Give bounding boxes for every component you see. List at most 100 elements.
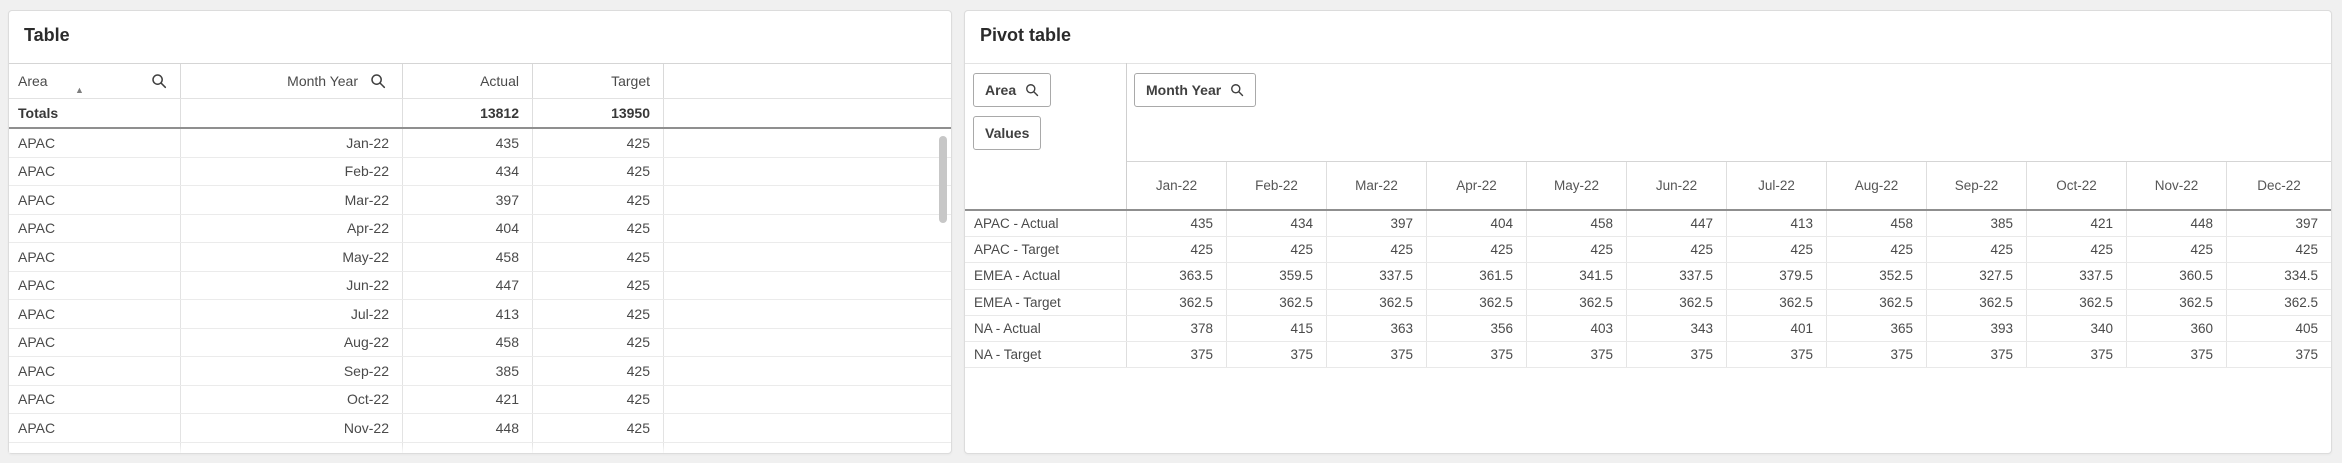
pivot-value-cell: 435 <box>1127 211 1227 237</box>
pivot-value-cell: 362.5 <box>1827 289 1927 315</box>
table-row[interactable]: APAC Apr-22 404 425 <box>9 214 951 243</box>
pivot-row-dimension-button[interactable]: Area <box>973 73 1052 107</box>
table-cell-month-year[interactable]: Nov-22 <box>181 414 403 442</box>
column-header-empty <box>664 64 951 98</box>
table-cell-month-year[interactable]: Jan-22 <box>181 129 403 157</box>
pivot-value-cell: 425 <box>1727 237 1827 263</box>
pivot-column-header[interactable]: May-22 <box>1527 162 1627 209</box>
column-header-area[interactable]: Area ▲ <box>9 64 181 98</box>
table-row[interactable]: APAC Jan-22 435 425 <box>9 129 951 158</box>
table-panel: Table Area ▲ Month Year <box>8 10 952 454</box>
table-cell-month-year[interactable]: Jun-22 <box>181 271 403 299</box>
table-cell-empty <box>664 414 951 442</box>
table-cell-month-year[interactable]: Jul-22 <box>181 300 403 328</box>
pivot-column-header[interactable]: Apr-22 <box>1427 162 1527 209</box>
pivot-value-cell: 362.5 <box>1427 289 1527 315</box>
table-cell-actual: 434 <box>403 157 533 185</box>
pivot-row: APAC - Target 425 425 425 425 425 425 425 425 425… <box>965 237 2331 264</box>
table-cell-area[interactable]: APAC <box>9 357 181 385</box>
pivot-column-header[interactable]: Feb-22 <box>1227 162 1327 209</box>
column-header-label: Actual <box>480 73 519 89</box>
table-row[interactable]: APAC Jul-22 413 425 <box>9 300 951 329</box>
table-row[interactable]: APAC May-22 458 425 <box>9 243 951 272</box>
table-cell-month-year[interactable]: Apr-22 <box>181 214 403 242</box>
pivot-axis-divider <box>1126 63 1127 209</box>
table-cell-empty <box>664 443 951 454</box>
pivot-row-label[interactable]: NA - Actual <box>965 315 1127 341</box>
table-cell-actual: 385 <box>403 357 533 385</box>
pivot-values-button[interactable]: Values <box>973 116 1042 150</box>
table-row[interactable]: APAC Feb-22 434 425 <box>9 157 951 186</box>
pivot-value-cell: 425 <box>2027 237 2127 263</box>
table-row-partial <box>9 442 951 454</box>
pivot-column-header[interactable]: Nov-22 <box>2127 162 2227 209</box>
pivot-column-dimension-button[interactable]: Month Year <box>1134 73 1257 107</box>
table-cell-empty <box>664 386 951 414</box>
table-cell-empty <box>664 215 951 243</box>
pivot-value-cell: 448 <box>2127 211 2227 237</box>
table-cell-area[interactable]: APAC <box>9 414 181 442</box>
table-row[interactable]: APAC Jun-22 447 425 <box>9 271 951 300</box>
table-row[interactable]: APAC Mar-22 397 425 <box>9 186 951 215</box>
column-header-target[interactable]: Target <box>533 64 664 98</box>
pivot-body: APAC - Actual 435 434 397 404 458 447 413 458 385… <box>965 211 2331 369</box>
pivot-value-cell: 403 <box>1527 315 1627 341</box>
table-cell-area[interactable]: APAC <box>9 385 181 413</box>
pivot-value-cell: 379.5 <box>1727 263 1827 289</box>
pivot-value-cell: 415 <box>1227 315 1327 341</box>
table-cell-month-year[interactable]: Sep-22 <box>181 357 403 385</box>
pivot-value-cell: 425 <box>2295 242 2318 258</box>
totals-actual: 13812 <box>403 99 533 127</box>
table-cell-empty <box>664 329 951 357</box>
table-cell-month-year[interactable]: May-22 <box>181 243 403 271</box>
pivot-column-header[interactable]: Jan-22 <box>1127 162 1227 209</box>
pivot-column-header[interactable]: Jul-22 <box>1727 162 1827 209</box>
pivot-row-label[interactable]: APAC - Target <box>965 237 1127 263</box>
table-cell-area[interactable]: APAC <box>9 300 181 328</box>
table-cell-area[interactable]: APAC <box>9 186 181 214</box>
table-cell-month-year[interactable]: Oct-22 <box>181 385 403 413</box>
column-header-actual[interactable]: Actual <box>403 64 533 98</box>
pivot-column-header[interactable]: Oct-22 <box>2027 162 2127 209</box>
table-cell-month-year[interactable]: Mar-22 <box>181 186 403 214</box>
button-label: Values <box>985 125 1030 141</box>
table-cell-month-year[interactable]: Feb-22 <box>181 157 403 185</box>
pivot-value-cell: 458 <box>1527 211 1627 237</box>
pivot-value-cell: 425 <box>1127 237 1227 263</box>
table-cell-area[interactable]: APAC <box>9 214 181 242</box>
table-cell-month-year[interactable]: Aug-22 <box>181 328 403 356</box>
search-icon[interactable] <box>370 73 386 89</box>
pivot-row-label[interactable]: APAC - Actual <box>965 211 1127 237</box>
table-row[interactable]: APAC Nov-22 448 425 <box>9 414 951 443</box>
table-cell-area[interactable]: APAC <box>9 243 181 271</box>
table-cell-area[interactable]: APAC <box>9 271 181 299</box>
pivot-value-cell: 362.5 <box>1227 289 1327 315</box>
pivot-value-cell: 375 <box>1727 341 1827 368</box>
pivot-column-header[interactable]: Aug-22 <box>1827 162 1927 209</box>
table-cell-area[interactable]: APAC <box>9 157 181 185</box>
table-row[interactable]: APAC Oct-22 421 425 <box>9 385 951 414</box>
pivot-value-cell: 340 <box>2027 315 2127 341</box>
pivot-value-cell: 401 <box>1727 315 1827 341</box>
pivot-value-cell: 362.5 <box>1327 289 1427 315</box>
pivot-column-header[interactable]: Dec-22 <box>2257 178 2301 193</box>
pivot-column-header[interactable]: Sep-22 <box>1927 162 2027 209</box>
table-row[interactable]: APAC Sep-22 385 425 <box>9 357 951 386</box>
table-row[interactable]: APAC Aug-22 458 425 <box>9 328 951 357</box>
pivot-column-header[interactable]: Mar-22 <box>1327 162 1427 209</box>
pivot-value-cell: 425 <box>1227 237 1327 263</box>
vertical-scrollbar-thumb[interactable] <box>939 136 947 223</box>
pivot-row-label[interactable]: EMEA - Actual <box>965 263 1127 289</box>
pivot-column-header[interactable]: Jun-22 <box>1627 162 1727 209</box>
table-cell-area[interactable]: APAC <box>9 129 181 157</box>
search-icon[interactable] <box>1230 83 1244 97</box>
table-cell-area[interactable]: APAC <box>9 328 181 356</box>
pivot-row-label[interactable]: EMEA - Target <box>965 289 1127 315</box>
column-header-month-year[interactable]: Month Year <box>181 64 403 98</box>
search-icon[interactable] <box>151 73 167 89</box>
column-header-label: Target <box>611 73 650 89</box>
pivot-value-cell: 425 <box>1527 237 1627 263</box>
search-icon[interactable] <box>1025 83 1039 97</box>
pivot-row-label[interactable]: NA - Target <box>965 341 1127 368</box>
pivot-value-cell: 375 <box>1627 341 1727 368</box>
